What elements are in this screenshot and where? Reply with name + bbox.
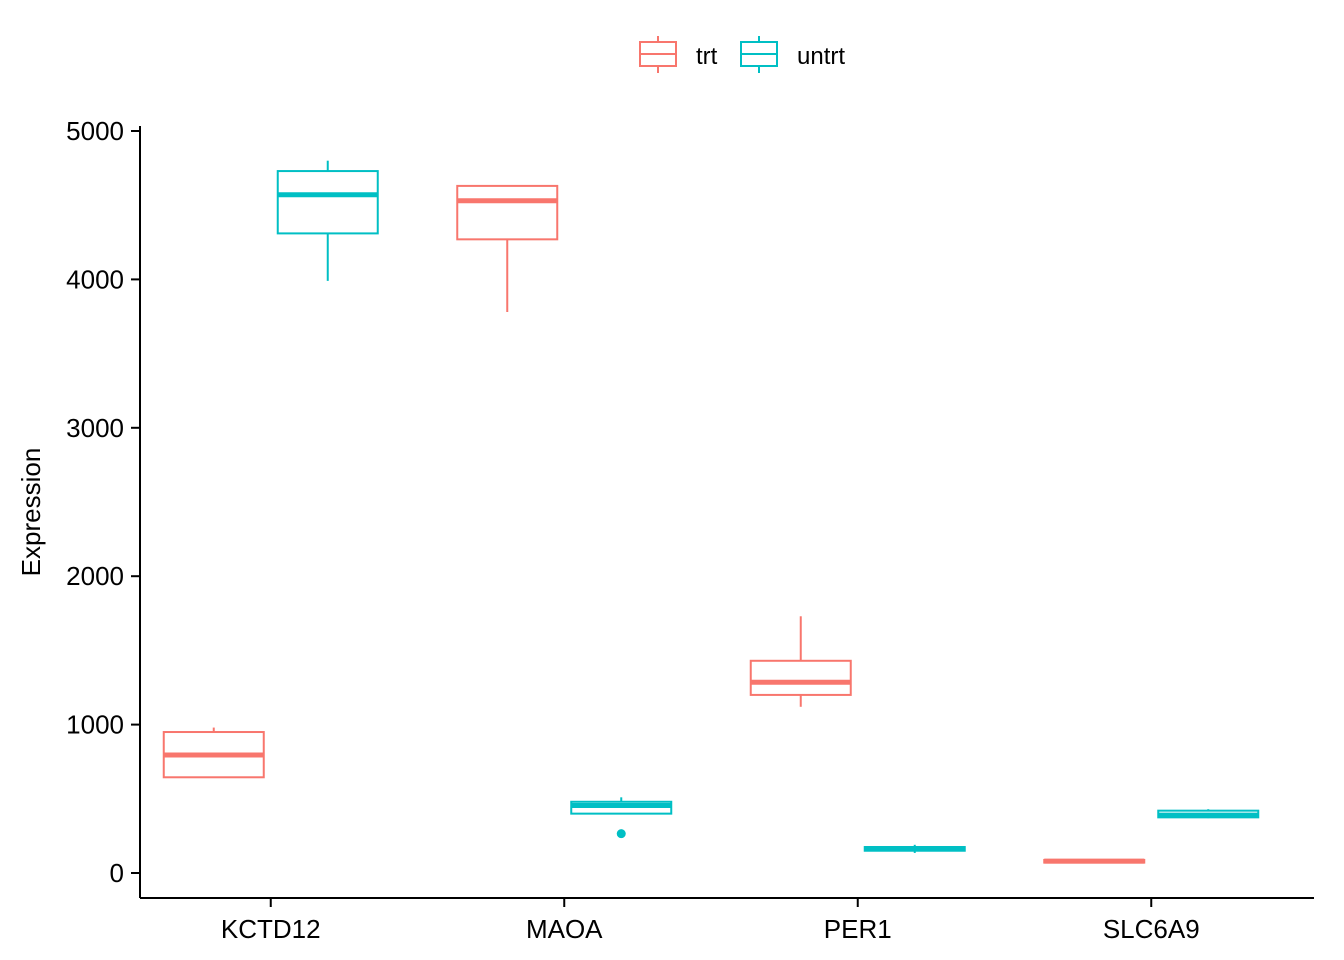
legend-label-trt: trt [696, 43, 718, 70]
x-tick-label-slc6a9: SLC6A9 [1103, 914, 1200, 944]
legend-key-untrt [740, 36, 778, 73]
x-axis-ticks: KCTD12 MAOA PER1 SLC6A9 [221, 898, 1200, 944]
x-tick-label-kctd12: KCTD12 [221, 914, 321, 944]
y-axis-title: Expression [16, 448, 46, 577]
plot-area [162, 160, 1260, 864]
legend: trt untrt [639, 36, 845, 73]
box-untrt-kctd12 [276, 160, 379, 281]
y-axis-ticks: 0 1000 2000 3000 4000 5000 [66, 116, 140, 888]
y-tick-label: 2000 [66, 561, 124, 591]
box-untrt-per1 [863, 844, 966, 853]
box-iqr [276, 170, 379, 235]
y-tick-label: 3000 [66, 413, 124, 443]
box-untrt-maoa [570, 797, 673, 839]
box-trt-kctd12 [162, 727, 265, 779]
legend-label-untrt: untrt [797, 43, 845, 70]
box-trt-slc6a9 [1043, 858, 1146, 864]
box-untrt-slc6a9 [1157, 809, 1260, 819]
x-tick-label-per1: PER1 [824, 914, 892, 944]
legend-key-trt [639, 36, 677, 73]
box-trt-maoa [456, 184, 559, 313]
y-tick-label: 4000 [66, 264, 124, 294]
y-tick-label: 1000 [66, 710, 124, 740]
outlier-point [616, 829, 626, 839]
box-iqr [749, 659, 852, 696]
box-iqr [456, 184, 559, 241]
y-tick-label: 0 [110, 858, 124, 888]
box-trt-per1 [749, 616, 852, 707]
y-tick-label: 5000 [66, 116, 124, 146]
x-tick-label-maoa: MAOA [526, 914, 603, 944]
